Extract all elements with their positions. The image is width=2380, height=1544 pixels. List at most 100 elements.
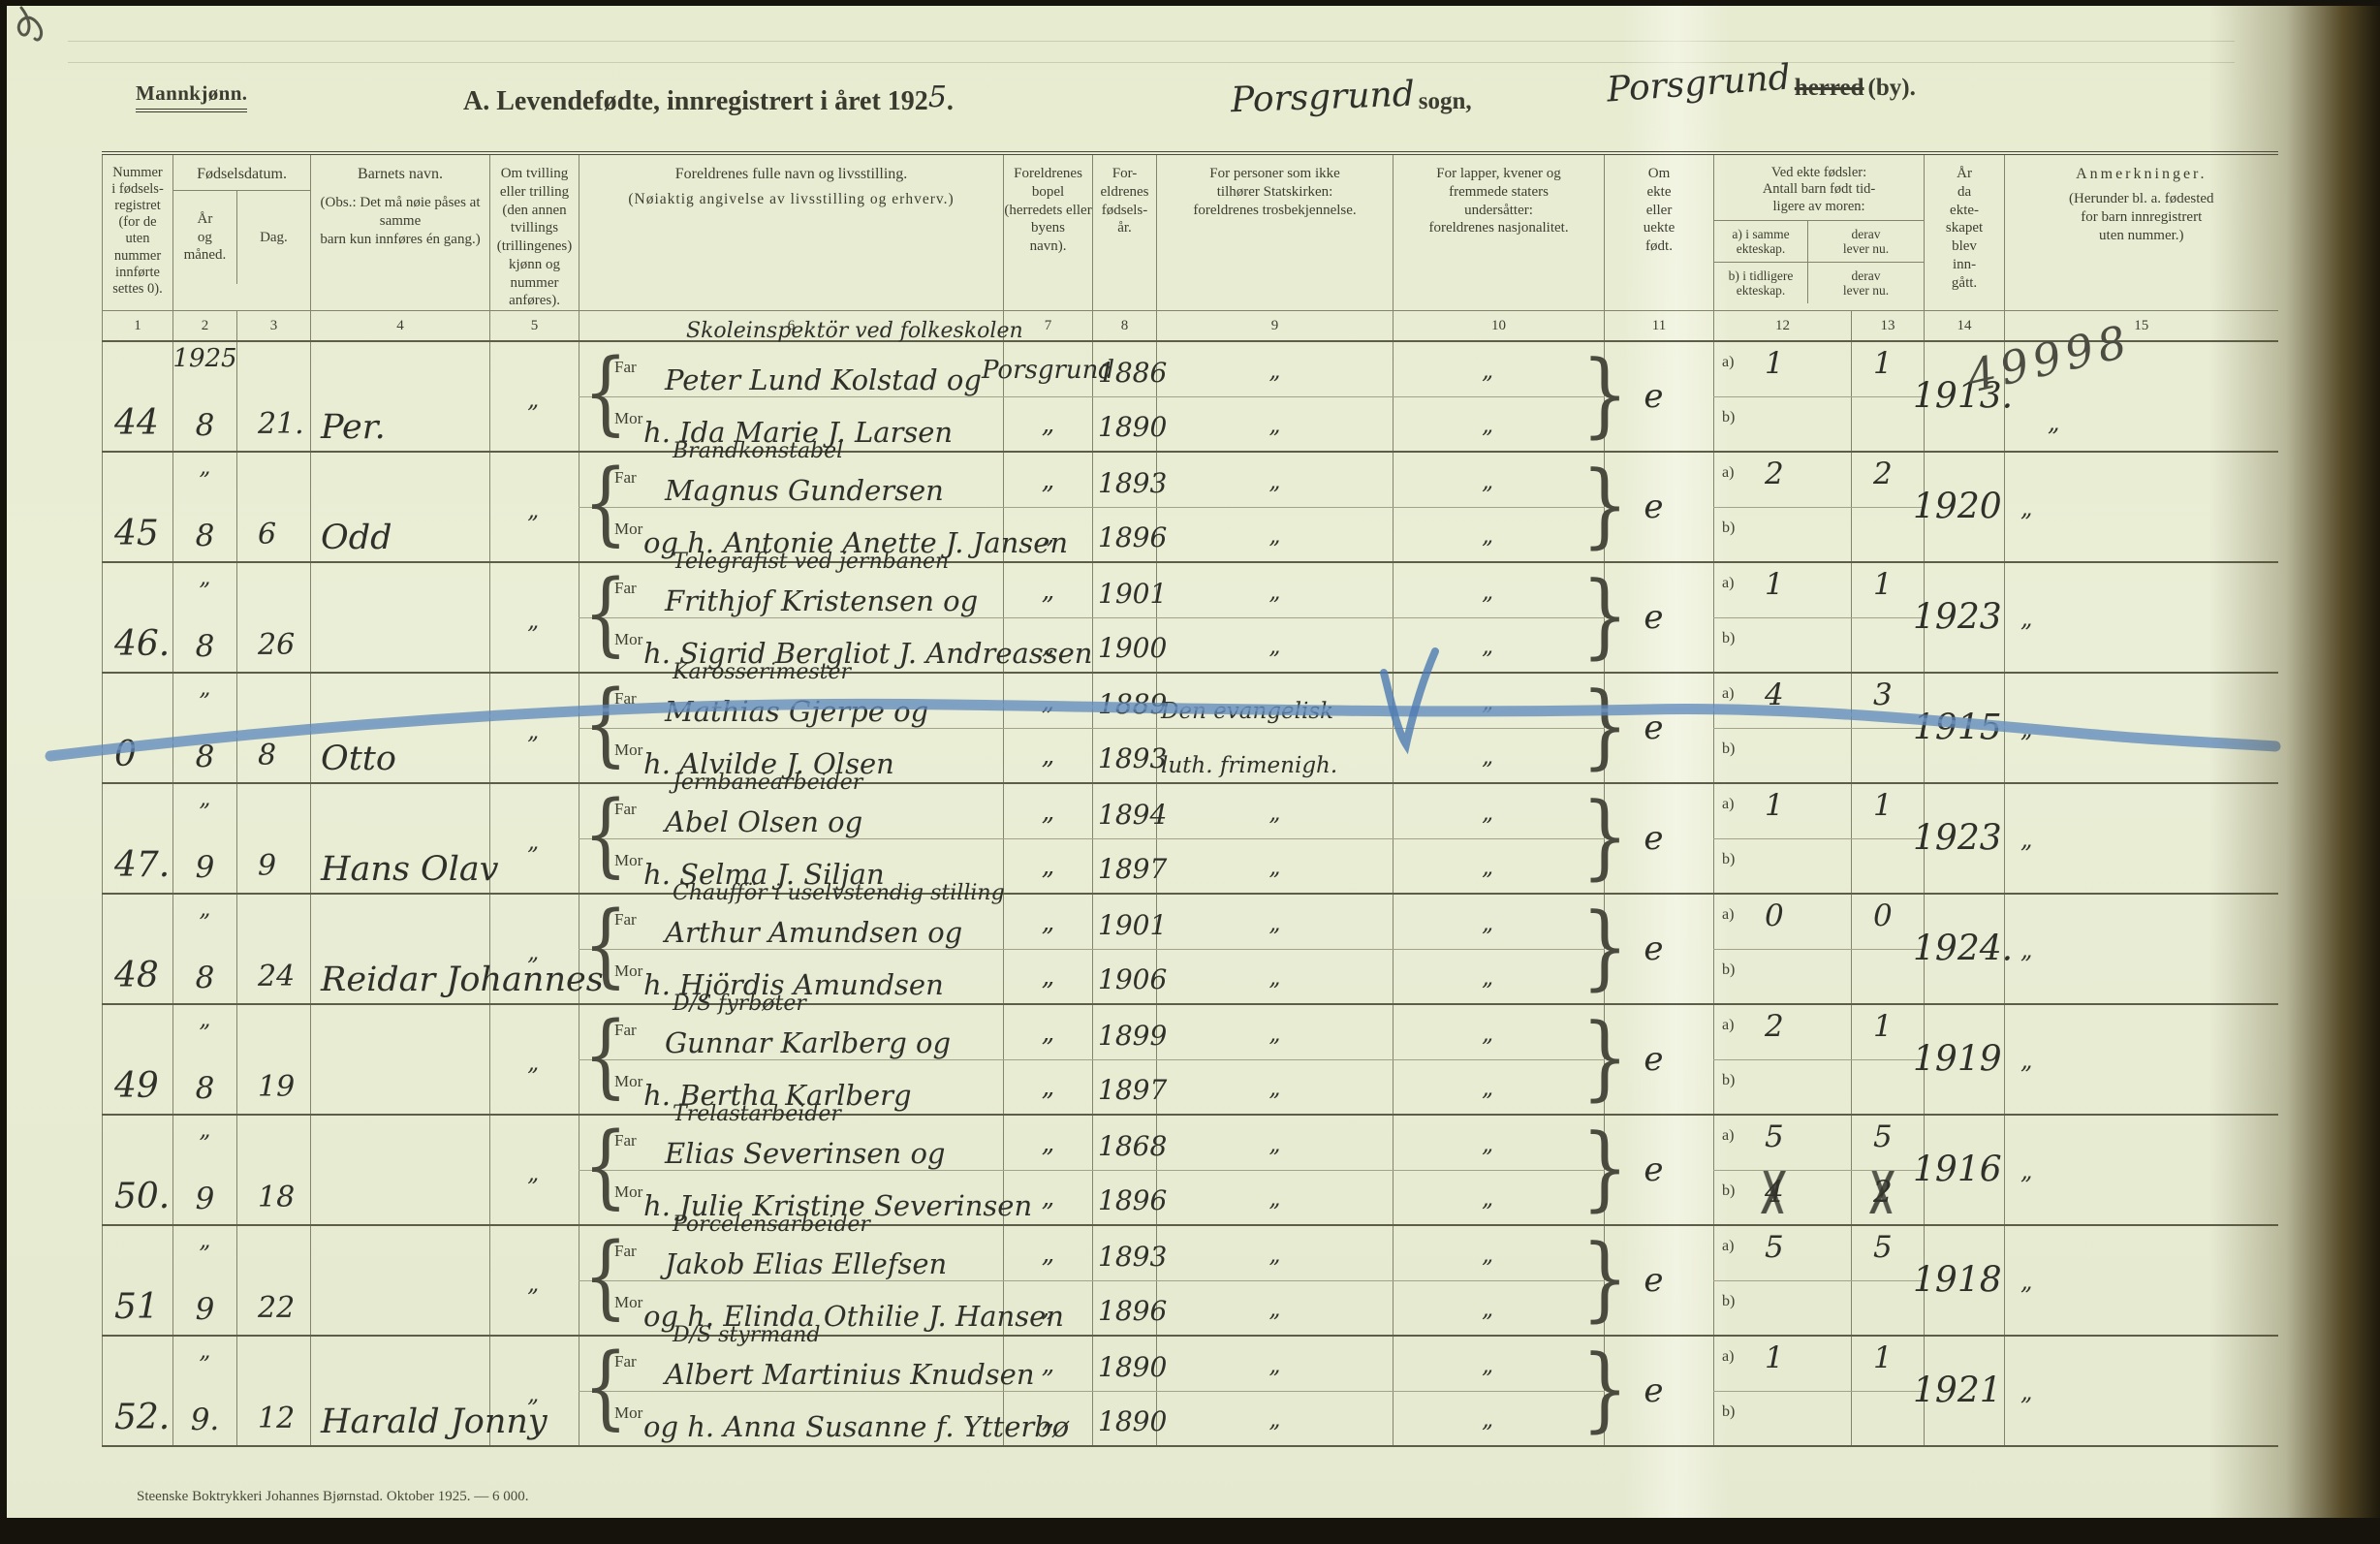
brace-open-icon: {: [583, 1001, 628, 1108]
father-religion: „: [1268, 1242, 1281, 1268]
childname-note: (Obs.: Det må nøie påses at samme barn k…: [320, 195, 481, 247]
col-parents-header: Foreldrenes fulle navn og livsstilling. …: [579, 153, 1004, 311]
father-nationality-cell: „: [1393, 1004, 1605, 1060]
brace-close-icon: }: [1581, 892, 1629, 1000]
mother-cell: Mor h. Sigrid Bergliot J. Andreassen: [579, 617, 1092, 674]
father-nationality: „: [1482, 800, 1494, 826]
marriage-year-cell: 1913.: [1913, 341, 2013, 453]
twin-ditto: „: [527, 940, 540, 966]
mother-religion-cell: „: [1156, 396, 1394, 453]
mother-birthyear: 1897: [1098, 1074, 1168, 1106]
mother-nationality: „: [1482, 1297, 1494, 1323]
marriage-year-cell: 1923: [1913, 783, 2005, 895]
father-birthyear-cell: 1889: [1092, 673, 1167, 729]
father-residence: „: [1041, 686, 1055, 716]
legitimacy-mark: e: [1644, 1150, 1664, 1189]
mother-nationality: „: [1482, 413, 1494, 439]
child-name: Harald Jonny: [321, 1402, 548, 1441]
colnum-7: 7: [1003, 310, 1093, 342]
a-label: a): [1722, 1348, 1735, 1365]
col-childname-header: Barnets navn. (Obs.: Det må nøie påses a…: [310, 153, 490, 311]
mother-religion-cell: „: [1156, 617, 1394, 674]
mother-religion: „: [1268, 1407, 1281, 1434]
parish-handwritten: Porsgrund: [1230, 74, 1416, 121]
father-occupation: Porcelensarbeider: [673, 1213, 870, 1237]
marriage-year: 1913.: [1913, 376, 2014, 417]
previous-children-title: Ved ekte fødsler: Antall barn født tid- …: [1762, 165, 1876, 214]
father-nationality-cell: „: [1393, 673, 1605, 729]
legitimacy-cell: } e: [1581, 673, 1714, 784]
record-number: 47.: [114, 845, 171, 885]
father-birthyear-cell: 1894: [1092, 783, 1167, 839]
father-cell: { Far Brandkonstabel Magnus Gundersen: [579, 439, 1004, 548]
birth-day: 12: [258, 1402, 296, 1435]
marriage-year: 1919: [1913, 1039, 2002, 1080]
birth-day-cell: 9: [235, 783, 311, 895]
a-label: a): [1722, 464, 1735, 481]
father-birthyear: 1899: [1098, 1019, 1168, 1052]
birth-year-label: 1925: [172, 344, 237, 373]
prev-children-b-cell: b) 4: [1713, 1170, 1852, 1226]
mother-residence: „: [1041, 631, 1055, 660]
mother-residence-cell: „: [1003, 1391, 1093, 1447]
mother-birthyear: 1893: [1098, 742, 1168, 774]
marriage-year-cell: 1918: [1913, 1225, 2005, 1337]
birth-year-label: „: [199, 676, 211, 701]
father-nationality: „: [1482, 579, 1494, 605]
birth-day-cell: 18: [235, 1115, 311, 1226]
mother-residence: „: [1041, 410, 1055, 439]
record-number: 51: [114, 1287, 159, 1327]
mother-nationality: „: [1482, 855, 1494, 881]
father-name: Peter Lund Kolstad og: [665, 362, 982, 396]
prev-children-a-cell: a) 1: [1713, 562, 1852, 618]
legitimacy-header-text: Om ekte eller uekte født.: [1643, 166, 1675, 254]
mother-name: h. Ida Marie J. Larsen: [643, 416, 954, 449]
birth-day: 22: [258, 1291, 296, 1325]
mother-birthyear-cell: 1900: [1092, 617, 1167, 674]
marriage-year-cell: 1915: [1913, 673, 2005, 784]
corner-flourish-icon: [16, 6, 43, 42]
colnum-9: 9: [1156, 310, 1394, 342]
mor-label: Mor: [614, 850, 643, 869]
mother-religion-cell: „: [1156, 949, 1394, 1005]
colnum-8: 8: [1092, 310, 1157, 342]
birth-record: 46. „ 8 26 „ { Far Telegrafist ved jernb…: [102, 550, 2278, 674]
sex-section-label: Mannkjønn.: [136, 81, 248, 112]
father-birthyear-cell: 1901: [1092, 894, 1167, 950]
far-label: Far: [614, 1352, 637, 1371]
father-nationality-cell: „: [1393, 341, 1605, 397]
mother-birthyear: 1906: [1098, 963, 1168, 995]
far-label: Far: [614, 468, 637, 487]
record-number: 49: [114, 1066, 159, 1106]
father-birthyear-cell: 1893: [1092, 452, 1167, 508]
colnum-10: 10: [1393, 310, 1605, 342]
father-birthyear: 1901: [1098, 577, 1168, 610]
birth-year-month-cell: „ 8: [172, 894, 237, 1005]
col-number-header: Nummer i fødsels- registret (for de uten…: [102, 153, 173, 311]
mother-residence: „: [1041, 741, 1055, 771]
living-now-b-cell: [1851, 396, 1925, 453]
father-residence: „: [1041, 797, 1055, 827]
legitimacy-cell: } e: [1581, 894, 1714, 1005]
mother-birthyear: 1897: [1098, 853, 1168, 885]
mother-residence-cell: „: [1003, 507, 1093, 563]
far-label: Far: [614, 579, 637, 597]
remark-ditto: „: [2020, 1156, 2033, 1184]
parents-title: Foreldrenes fulle navn og livsstilling.: [674, 166, 908, 182]
father-residence-cell: „: [1003, 894, 1093, 950]
mother-cell: Mor h. Bertha Karlberg: [579, 1059, 1004, 1116]
father-occupation: D/S styrmand: [673, 1323, 821, 1347]
living-now-a: 5: [1873, 1230, 1893, 1265]
father-name: Elias Severinsen og: [665, 1136, 946, 1170]
father-residence: „: [1041, 907, 1055, 937]
father-nationality-cell: „: [1393, 1336, 1605, 1392]
father-residence-cell: „: [1003, 1336, 1093, 1392]
father-nationality: „: [1482, 1242, 1494, 1268]
birth-day-cell: 21.: [235, 341, 311, 453]
father-residence: „: [1041, 1349, 1055, 1379]
colnum-2: 2: [172, 310, 237, 342]
child-name-cell: Odd: [310, 452, 490, 563]
birth-year-label: „: [199, 1118, 211, 1143]
colnum-1: 1: [102, 310, 173, 342]
mother-name: og h. Elinda Othilie J. Hansen: [643, 1300, 1064, 1333]
